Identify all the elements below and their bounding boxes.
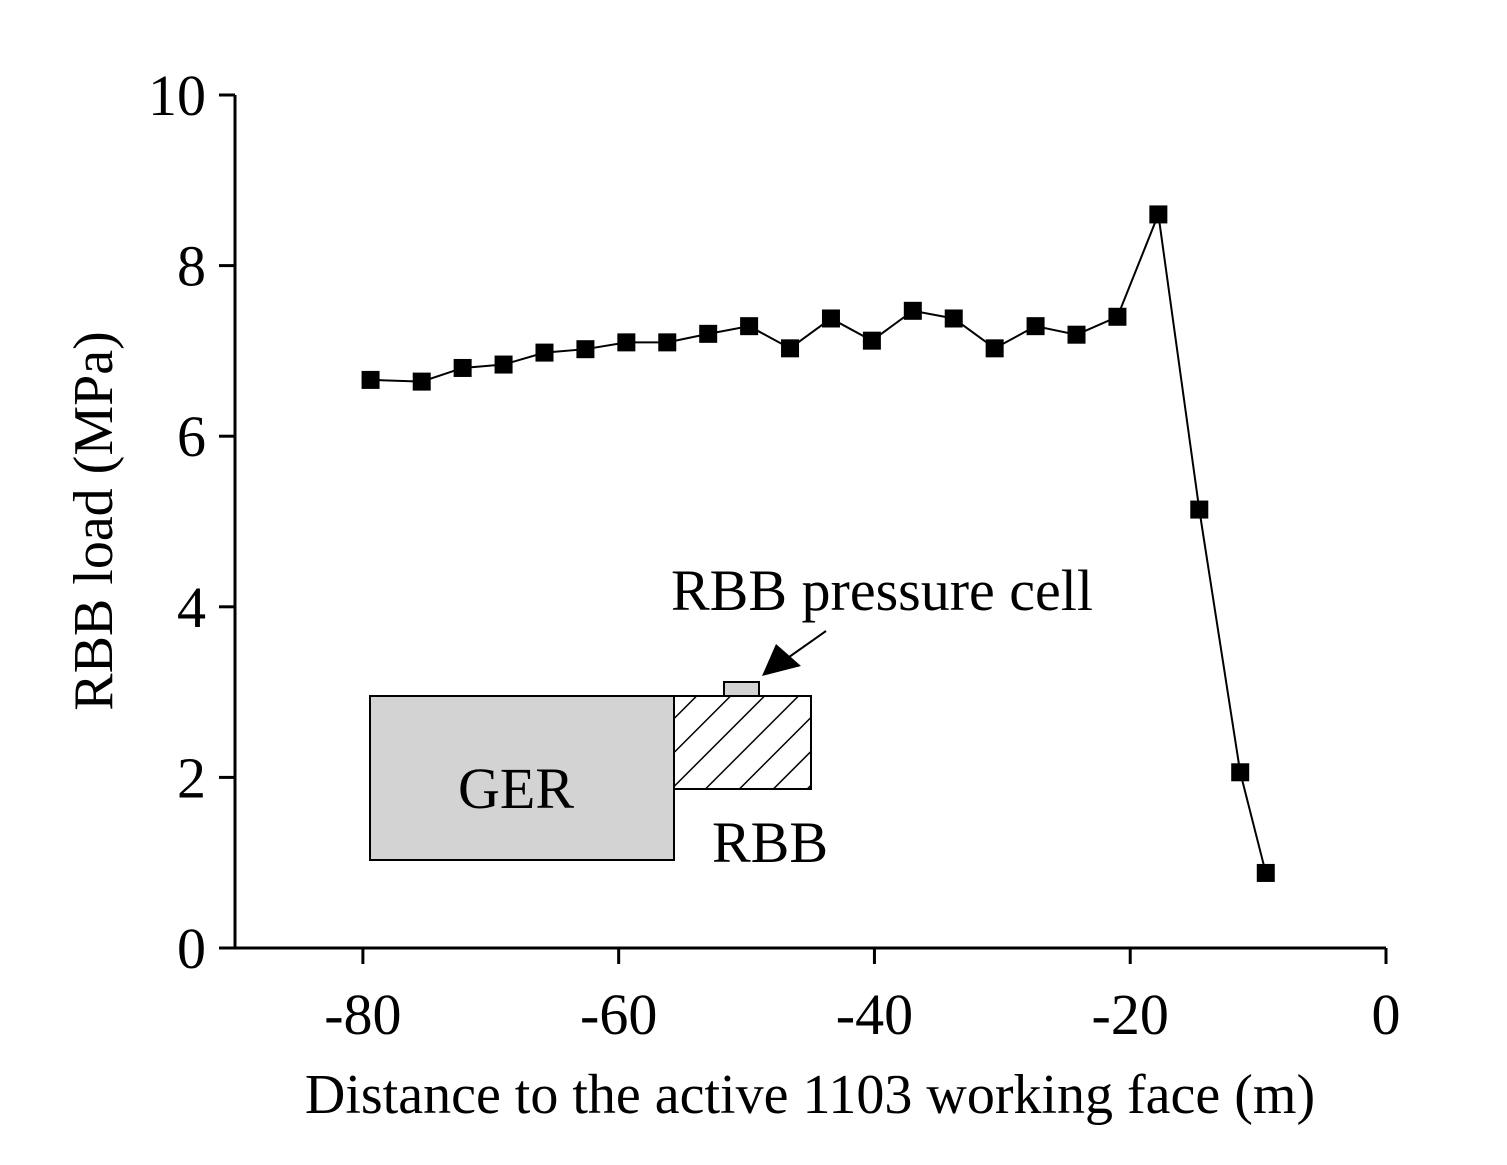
data-point — [781, 339, 800, 358]
x-tick-label: 0 — [1372, 982, 1401, 1047]
data-point — [944, 309, 963, 328]
rbb-label: RBB — [712, 810, 828, 875]
data-point — [821, 309, 840, 328]
y-tick-label: 6 — [177, 404, 206, 469]
data-point — [617, 333, 636, 352]
x-tick-label: -20 — [1092, 982, 1169, 1047]
inset-schematic: GER RBB RBB pressure cell — [369, 558, 1093, 875]
data-point — [361, 370, 380, 389]
y-axis-ticks: 0 2 4 6 8 10 — [148, 63, 235, 981]
ger-label: GER — [458, 756, 574, 821]
y-tick-label: 0 — [177, 916, 206, 981]
y-tick-label: 10 — [148, 63, 206, 128]
ger-block — [369, 695, 675, 861]
data-point — [535, 343, 554, 362]
data-point — [1108, 307, 1127, 326]
data-point — [985, 339, 1004, 358]
data-point — [1026, 317, 1045, 336]
data-point — [1256, 863, 1275, 882]
data-point — [412, 372, 431, 391]
data-point — [576, 340, 595, 359]
y-tick-label: 8 — [177, 234, 206, 299]
data-point — [1190, 500, 1209, 519]
data-point — [453, 358, 472, 377]
data-point — [903, 301, 922, 320]
x-axis-title: Distance to the active 1103 working face… — [305, 1064, 1315, 1126]
x-axis-ticks: -80 -60 -40 -20 0 — [324, 948, 1401, 1047]
data-point — [699, 324, 718, 343]
data-point — [740, 317, 759, 336]
data-point — [862, 331, 881, 350]
y-tick-label: 2 — [177, 745, 206, 810]
pressure-cell-label: RBB pressure cell — [671, 558, 1093, 623]
y-axis-title: RBB load (MPa) — [63, 331, 125, 711]
series-layer — [361, 205, 1275, 882]
x-tick-label: -60 — [580, 982, 657, 1047]
rbb-block-hatching — [673, 695, 812, 790]
x-tick-label: -80 — [324, 982, 401, 1047]
data-point — [1067, 325, 1086, 344]
x-tick-label: -40 — [836, 982, 913, 1047]
data-point — [658, 333, 677, 352]
data-point — [1231, 763, 1250, 782]
data-point — [1149, 205, 1168, 224]
data-point — [494, 355, 513, 374]
y-tick-label: 4 — [177, 575, 206, 640]
pressure-cell-arrowhead — [762, 644, 801, 676]
pressure-cell — [723, 681, 760, 697]
